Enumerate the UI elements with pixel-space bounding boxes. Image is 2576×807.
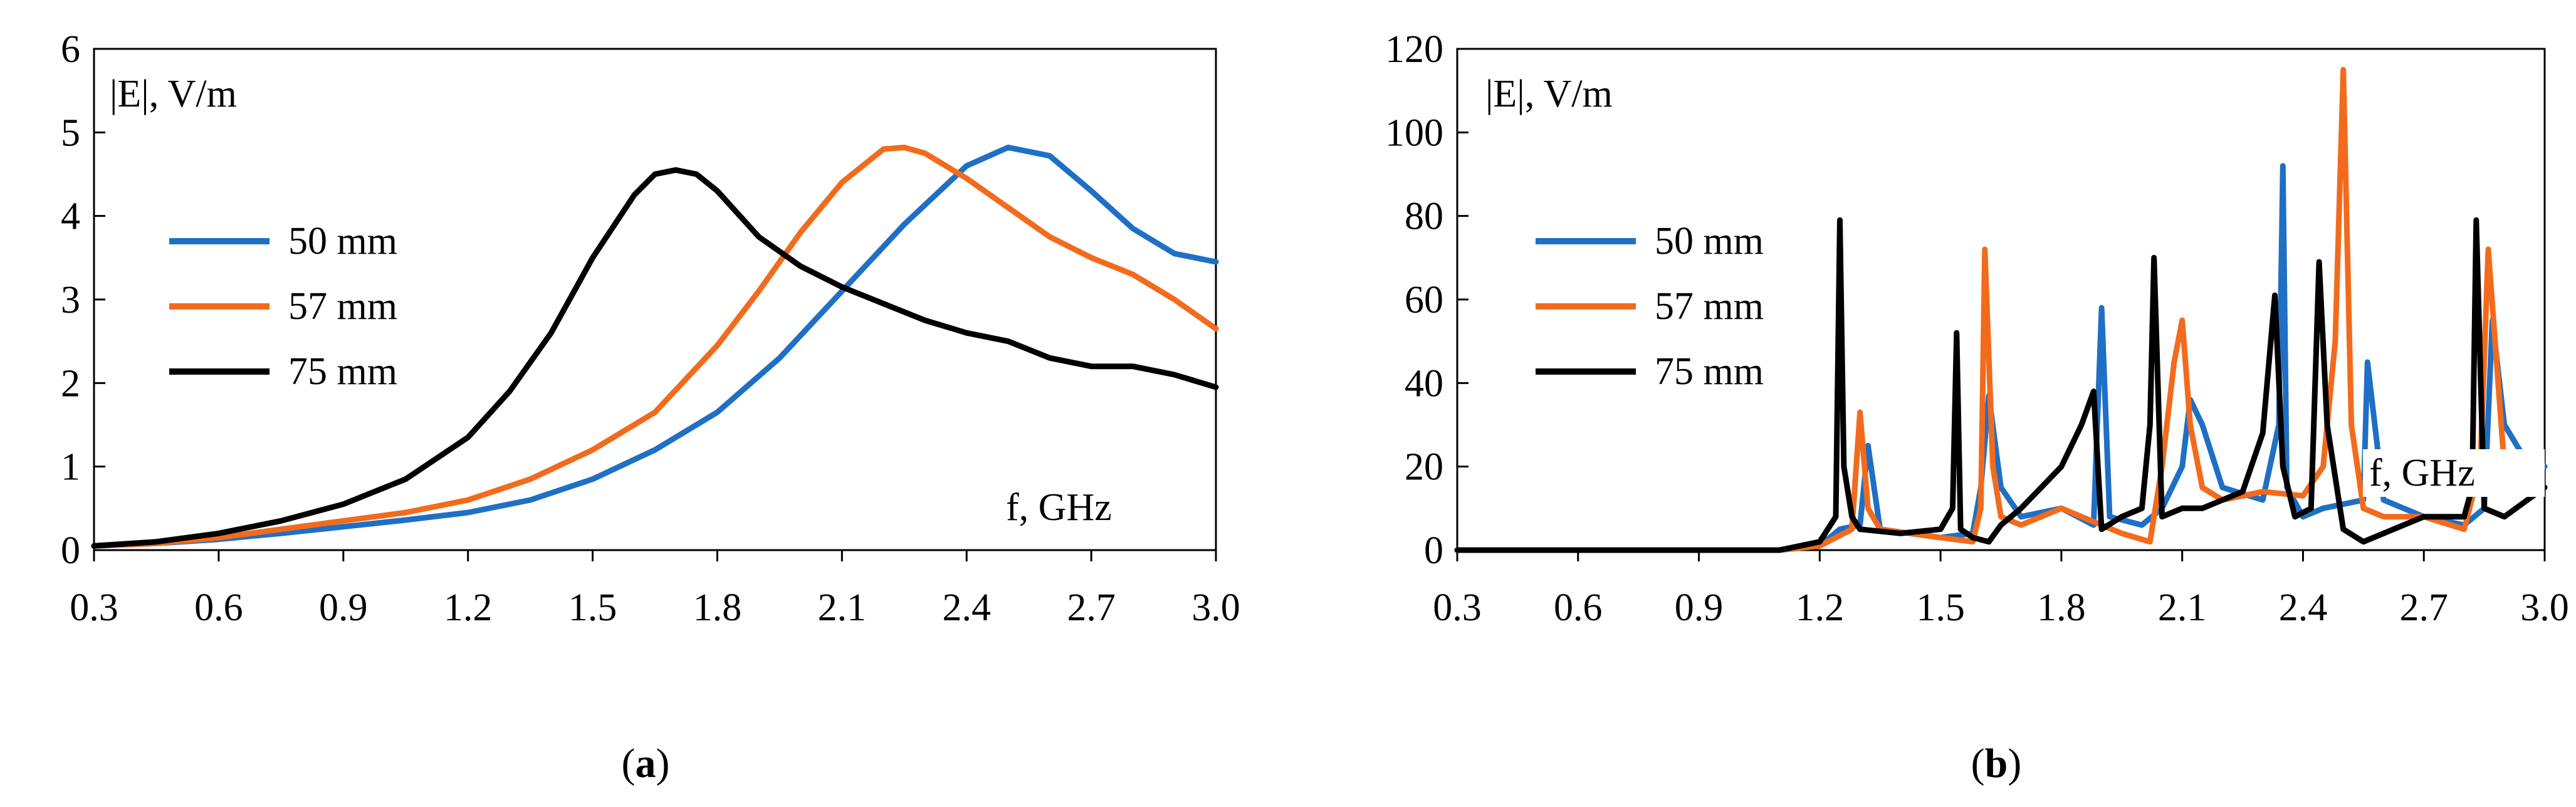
y-tick-label: 40 xyxy=(1405,362,1443,405)
x-tick-label: 1.8 xyxy=(2037,586,2086,629)
y-tick-label: 4 xyxy=(61,195,80,238)
legend-label: 50 mm xyxy=(1655,220,1764,263)
x-tick-label: 2.1 xyxy=(818,586,867,629)
x-tick-label: 0.9 xyxy=(319,586,368,629)
y-tick-label: 2 xyxy=(61,362,80,405)
x-axis-label: f, GHz xyxy=(1006,486,1112,529)
x-axis-label-backing xyxy=(2363,449,2545,497)
panel-b: 0 20 40 60 80 100 120 0.3 0.6 0.9 1.2 1.5 1.8 2.1 2.4 2… xyxy=(1385,28,2569,786)
x-tick-label: 3.0 xyxy=(2520,586,2569,629)
y-tick-label: 80 xyxy=(1405,195,1443,238)
y-tick-label: 6 xyxy=(61,28,80,71)
legend-label: 50 mm xyxy=(288,220,397,263)
x-tick-label: 1.8 xyxy=(693,586,742,629)
legend-label: 75 mm xyxy=(1655,350,1764,393)
panel-caption-letter: a xyxy=(636,741,656,786)
panel-caption: (b) xyxy=(1971,741,2022,786)
x-tick-label: 0.3 xyxy=(1433,586,1482,629)
y-tick-label: 100 xyxy=(1385,112,1443,154)
y-axis-label: |E|, V/m xyxy=(1485,73,1613,115)
x-tick-label: 2.7 xyxy=(2399,586,2448,629)
plot-frame xyxy=(93,48,1217,551)
x-tick-label: 1.5 xyxy=(1916,586,1965,629)
x-tick-label: 0.3 xyxy=(70,586,118,629)
series-line-75-mm xyxy=(91,167,1219,549)
panel-caption-letter: b xyxy=(1985,741,2008,786)
x-tick-label: 1.2 xyxy=(444,586,493,629)
x-tick-label: 2.7 xyxy=(1067,586,1116,629)
y-axis-label: |E|, V/m xyxy=(110,73,237,115)
y-tick-label: 20 xyxy=(1405,446,1443,489)
x-tick-label: 0.6 xyxy=(1554,586,1603,629)
legend-label: 57 mm xyxy=(288,285,397,328)
x-tick-label: 2.4 xyxy=(2279,586,2328,629)
legend-label: 75 mm xyxy=(288,350,397,393)
y-tick-label: 3 xyxy=(61,279,80,321)
x-tick-label: 0.9 xyxy=(1675,586,1724,629)
x-axis-label: f, GHz xyxy=(2369,452,2475,494)
legend-label: 57 mm xyxy=(1655,285,1764,328)
x-tick-label: 1.5 xyxy=(568,586,617,629)
series-line-75-mm xyxy=(1454,217,2548,553)
y-tick-label: 0 xyxy=(61,529,80,572)
y-tick-label: 0 xyxy=(1424,529,1443,572)
y-tick-label: 60 xyxy=(1405,279,1443,321)
x-tick-label: 1.2 xyxy=(1796,586,1845,629)
x-tick-label: 2.1 xyxy=(2158,586,2207,629)
series-line-57-mm xyxy=(91,144,1219,549)
panel-a: 0 1 2 3 4 5 6 0.3 0.6 0.9 1.2 1.5 1.8 2.1 2.4 2.7 3.0 |E|… xyxy=(61,28,1240,786)
series-line-50-mm xyxy=(91,144,1219,549)
x-axis-label-backing xyxy=(1000,484,1181,531)
x-tick-label: 0.6 xyxy=(194,586,243,629)
y-tick-label: 5 xyxy=(61,112,80,154)
y-tick-label: 120 xyxy=(1385,28,1443,71)
x-tick-label: 2.4 xyxy=(942,586,991,629)
x-tick-label: 3.0 xyxy=(1191,586,1240,629)
panel-caption: (a) xyxy=(622,741,670,786)
y-tick-label: 1 xyxy=(61,446,80,489)
